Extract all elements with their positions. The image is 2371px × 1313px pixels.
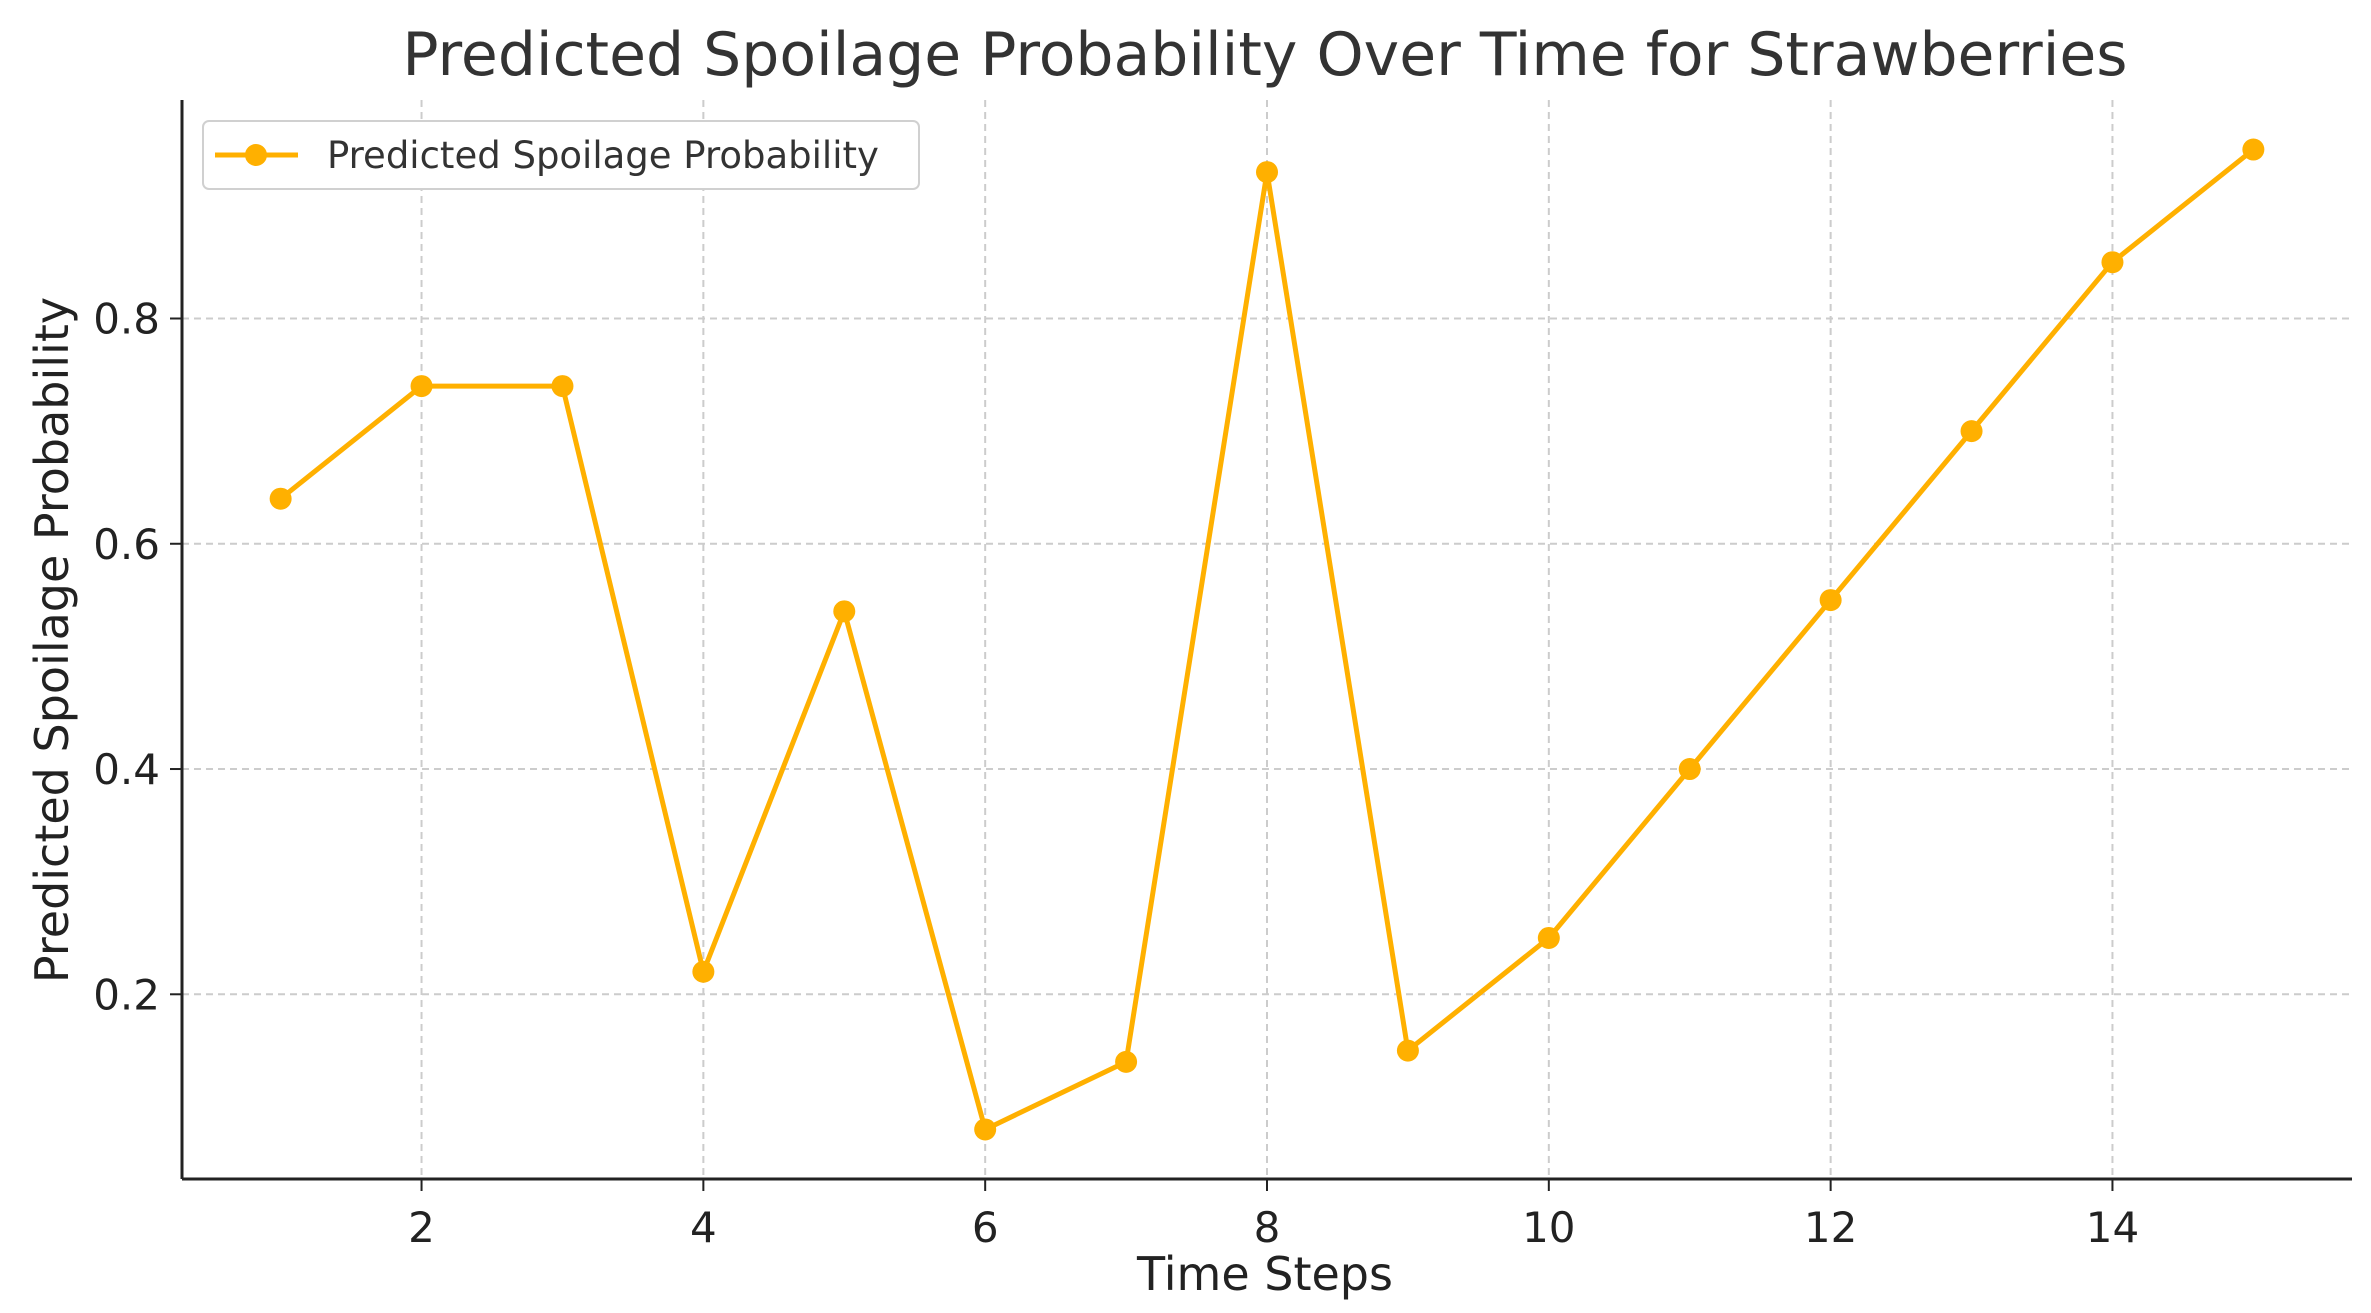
y-tick-label-0-8: 0.8 [93,295,160,344]
data-point-12 [1819,589,1842,612]
data-point-9 [1396,1039,1419,1062]
data-point-2 [410,375,433,398]
tick-labels: 2 4 6 8 10 12 14 0.2 0.4 0.6 0.8 [93,295,2139,1252]
data-point-13 [1960,420,1983,443]
data-point-15 [2242,138,2265,161]
x-tick-label-12: 12 [1804,1203,1857,1252]
y-tick-label-0-2: 0.2 [93,970,160,1019]
y-tick-label-0-6: 0.6 [93,520,160,569]
y-tick-label-0-4: 0.4 [93,745,160,794]
y-axis-label: Predicted Spoilage Probability [25,297,79,983]
x-tick-label-14: 14 [2086,1203,2139,1252]
data-points [269,138,2265,1141]
legend: Predicted Spoilage Probability [202,120,920,190]
data-point-3 [551,375,574,398]
data-point-10 [1537,926,1560,949]
data-point-4 [692,960,715,983]
legend-entry-label: Predicted Spoilage Probability [327,134,879,177]
data-point-5 [833,600,856,623]
legend-box [202,120,920,190]
x-tick-label-6: 6 [972,1203,999,1252]
grid-lines [182,100,2352,1179]
data-point-1 [269,487,292,510]
data-point-8 [1256,161,1278,184]
x-tick-label-2: 2 [408,1203,435,1252]
data-point-14 [2101,251,2124,274]
data-point-7 [1115,1050,1138,1073]
x-tick-label-10: 10 [1522,1203,1575,1252]
chart-title: Predicted Spoilage Probability Over Time… [402,20,2127,90]
data-point-6 [974,1118,997,1141]
data-point-11 [1678,758,1701,781]
legend-marker-swatch [245,144,267,166]
x-axis-label: Time Steps [1136,1247,1393,1301]
x-tick-label-4: 4 [690,1203,717,1252]
x-tick-label-8: 8 [1254,1203,1281,1252]
